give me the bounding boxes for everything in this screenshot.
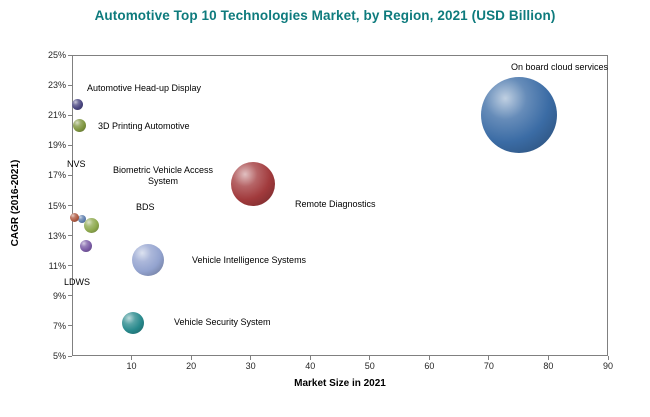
bubble-nvs (69, 213, 79, 223)
x-tick-label: 90 (602, 361, 613, 371)
y-tick-mark (68, 114, 72, 116)
bubble-ldws (79, 240, 92, 253)
y-tick-mark (68, 144, 72, 146)
x-tick-label: 10 (126, 361, 137, 371)
y-tick-label: 7% (52, 320, 66, 331)
bubble-on-board-cloud-services (480, 77, 557, 154)
y-tick-mark (68, 325, 72, 327)
bubble-label-remote-diagnostics: Remote Diagnostics (295, 199, 376, 209)
x-tick-mark (250, 356, 252, 360)
bubble-label-vehicle-security-system: Vehicle Security System (174, 317, 271, 327)
y-tick-label: 5% (52, 351, 66, 361)
x-tick-mark (190, 356, 192, 360)
y-tick-mark (68, 235, 72, 237)
x-tick-label: 50 (364, 361, 375, 371)
bubble-label-automotive-head-up-display: Automotive Head-up Display (87, 83, 202, 93)
x-axis-title: Market Size in 2021 (294, 378, 386, 389)
y-tick-mark (68, 295, 72, 297)
x-tick-mark (547, 356, 549, 360)
bubble-vehicle-intelligence-systems (132, 243, 165, 276)
bubble-label-on-board-cloud-services: On board cloud services (511, 62, 609, 72)
x-tick-label: 20 (186, 361, 197, 371)
chart-title: Automotive Top 10 Technologies Market, b… (94, 8, 556, 23)
x-tick-label: 80 (543, 361, 554, 371)
x-tick-mark (131, 356, 133, 360)
x-tick-mark (309, 356, 311, 360)
y-tick-label: 13% (47, 230, 66, 241)
x-tick-label: 60 (424, 361, 435, 371)
y-tick-mark (68, 205, 72, 206)
y-tick-label: 17% (47, 170, 66, 181)
x-tick-label: 70 (483, 361, 494, 371)
bubble-label-biometric-vehicle-access-system: Biometric Vehicle Access System (112, 165, 214, 186)
bubble-label-nvs: NVS (67, 159, 86, 169)
y-tick-label: 9% (52, 290, 66, 301)
x-tick-mark (488, 356, 490, 360)
y-tick-label: 19% (47, 140, 66, 151)
y-tick-mark (68, 355, 72, 357)
bubble-vehicle-security-system (121, 311, 144, 334)
y-tick-mark (68, 265, 72, 267)
bubble-label-3d-printing-automotive: 3D Printing Automotive (98, 121, 190, 131)
y-axis-title: CAGR (2016-2021) (10, 159, 21, 247)
y-tick-mark (68, 84, 72, 86)
bubble-bds (83, 217, 99, 233)
bubble-remote-diagnostics (231, 162, 276, 207)
x-tick-mark (607, 356, 609, 360)
x-tick-mark (428, 356, 430, 360)
y-tick-label: 25% (47, 50, 66, 60)
y-tick-label: 15% (47, 200, 66, 211)
bubble-3d-printing-automotive (73, 119, 87, 133)
bubble-biometric-vehicle-access-system (78, 215, 87, 224)
y-tick-label: 11% (48, 260, 66, 271)
y-tick-label: 21% (47, 110, 66, 121)
bubble-label-bds: BDS (136, 202, 155, 212)
y-tick-label: 23% (47, 80, 66, 91)
bubble-label-ldws: LDWS (64, 277, 91, 287)
x-tick-mark (369, 356, 371, 360)
bubble-label-vehicle-intelligence-systems: Vehicle Intelligence Systems (192, 255, 307, 265)
y-tick-mark (68, 174, 72, 176)
x-tick-label: 40 (305, 361, 316, 371)
x-tick-label: 30 (245, 361, 256, 371)
y-tick-mark (68, 54, 72, 56)
bubble-automotive-head-up-display (72, 99, 84, 111)
